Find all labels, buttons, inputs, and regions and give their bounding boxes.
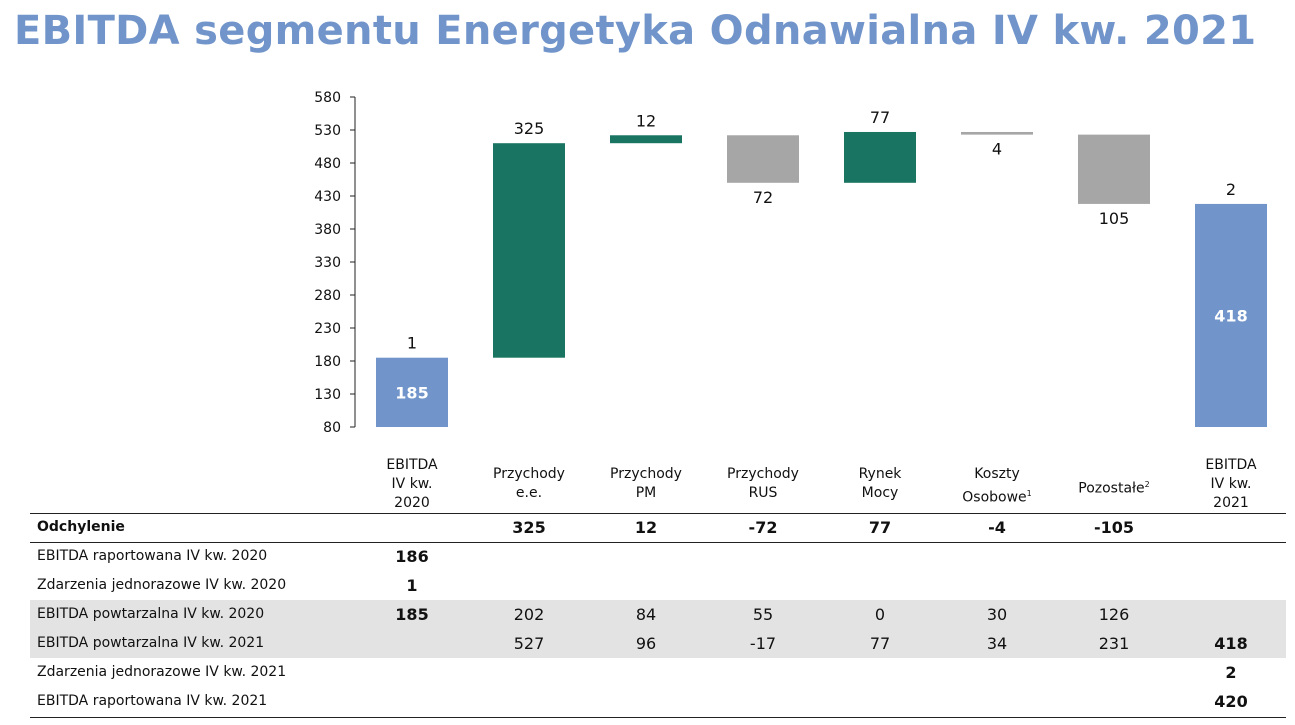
table-cell: 420 xyxy=(1214,692,1248,711)
table-header-rule xyxy=(30,542,1286,543)
waterfall-chart: 580 530 480 430 380 330 280 230 180 130 80 185 1 325 1… xyxy=(314,90,1267,436)
table-top-rule xyxy=(30,513,1286,514)
data-label: 105 xyxy=(1099,209,1130,228)
table-cell: -105 xyxy=(1093,518,1135,537)
table-row: EBITDA raportowana IV kw. 2020 186 xyxy=(30,542,1286,571)
x-category-label: Koszty Osobowe1 xyxy=(962,466,1032,506)
table-cell: 2 xyxy=(1225,663,1237,682)
table-cell: 325 xyxy=(512,518,546,537)
y-tick-label: 130 xyxy=(314,387,341,403)
table-cell: 0 xyxy=(874,605,886,624)
x-category-label: Przychody e.e. xyxy=(493,466,565,501)
bar-2 xyxy=(493,143,565,358)
x-category-label: Przychody RUS xyxy=(727,466,799,501)
bar-4 xyxy=(727,135,799,183)
y-tick-label: 480 xyxy=(314,156,341,172)
table-cell: 231 xyxy=(1098,634,1130,653)
data-label: 325 xyxy=(514,119,545,138)
y-tick-label: 80 xyxy=(323,420,341,436)
y-tick-label: 180 xyxy=(314,354,341,370)
table-cell: 527 xyxy=(513,634,545,653)
table-cell: 55 xyxy=(752,605,774,624)
data-label: 72 xyxy=(753,188,773,207)
x-category-label: EBITDA IV kw. 2021 xyxy=(1205,456,1257,511)
table-cell: -72 xyxy=(748,518,778,537)
data-label: 77 xyxy=(870,108,890,127)
bar-8 xyxy=(1195,203,1267,427)
table-cell: 30 xyxy=(986,605,1008,624)
table-cell: 12 xyxy=(634,518,658,537)
data-label: 2 xyxy=(1226,180,1236,199)
data-label: 1 xyxy=(407,334,417,353)
table-cell: 34 xyxy=(986,634,1008,653)
table-cell: 202 xyxy=(513,605,545,624)
table-cell: 186 xyxy=(395,547,429,566)
table-row: Zdarzenia jednorazowe IV kw. 2020 1 xyxy=(30,571,1286,600)
x-category-label: Pozostałe2 xyxy=(1078,479,1150,497)
table-row: EBITDA powtarzalna IV kw. 2020 185 202 84 55… xyxy=(30,600,1286,629)
table-cell: -17 xyxy=(749,634,777,653)
table-cell: -4 xyxy=(988,518,1006,537)
row-label: Zdarzenia jednorazowe IV kw. 2020 xyxy=(37,577,287,593)
bar-value-label: 418 xyxy=(1214,306,1247,325)
bar-1 xyxy=(376,357,448,427)
bar-3 xyxy=(610,135,682,144)
table-cell: 126 xyxy=(1098,605,1130,624)
data-label: 12 xyxy=(636,111,656,130)
x-category-label: Przychody PM xyxy=(610,466,682,501)
bar-5 xyxy=(844,131,916,183)
table-cell: 185 xyxy=(395,605,429,624)
table-row: EBITDA powtarzalna IV kw. 2021 527 96 -17 77… xyxy=(30,629,1286,658)
row-label: EBITDA raportowana IV kw. 2020 xyxy=(37,548,268,564)
table-row: Zdarzenia jednorazowe IV kw. 2021 2 xyxy=(30,658,1286,687)
table-cell: 77 xyxy=(869,634,891,653)
table-cell: 96 xyxy=(635,634,657,653)
table-cell: 418 xyxy=(1214,634,1248,653)
row-label: EBITDA powtarzalna IV kw. 2021 xyxy=(37,635,265,651)
bar-6 xyxy=(961,131,1033,135)
row-label: EBITDA powtarzalna IV kw. 2020 xyxy=(37,606,265,622)
table-cell: 77 xyxy=(868,518,892,537)
table-cell: 84 xyxy=(635,605,657,624)
bar-value-label: 185 xyxy=(395,383,428,402)
table-bottom-rule xyxy=(30,717,1286,718)
data-label: 4 xyxy=(992,140,1002,159)
table-cell: 1 xyxy=(406,576,418,595)
x-category-label: Rynek Mocy xyxy=(858,466,902,501)
y-tick-label: 580 xyxy=(314,90,341,106)
y-tick-label: 330 xyxy=(314,255,341,271)
bar-7 xyxy=(1078,134,1150,204)
y-tick-label: 280 xyxy=(314,288,341,304)
y-tick-label: 530 xyxy=(314,123,341,139)
table-row: EBITDA raportowana IV kw. 2021 420 xyxy=(30,687,1286,716)
x-category-label: EBITDA IV kw. 2020 xyxy=(386,456,438,511)
page-title: EBITDA segmentu Energetyka Odnawialna IV… xyxy=(14,8,1257,54)
y-tick-label: 230 xyxy=(314,321,341,337)
y-tick-label: 380 xyxy=(314,222,341,238)
row-label: EBITDA raportowana IV kw. 2021 xyxy=(37,693,268,709)
row-label: Zdarzenia jednorazowe IV kw. 2021 xyxy=(37,664,287,680)
row-label: Odchylenie xyxy=(37,519,125,535)
y-tick-label: 430 xyxy=(314,189,341,205)
table-row: Odchylenie 325 12 -72 77 -4 -105 xyxy=(30,513,1286,542)
